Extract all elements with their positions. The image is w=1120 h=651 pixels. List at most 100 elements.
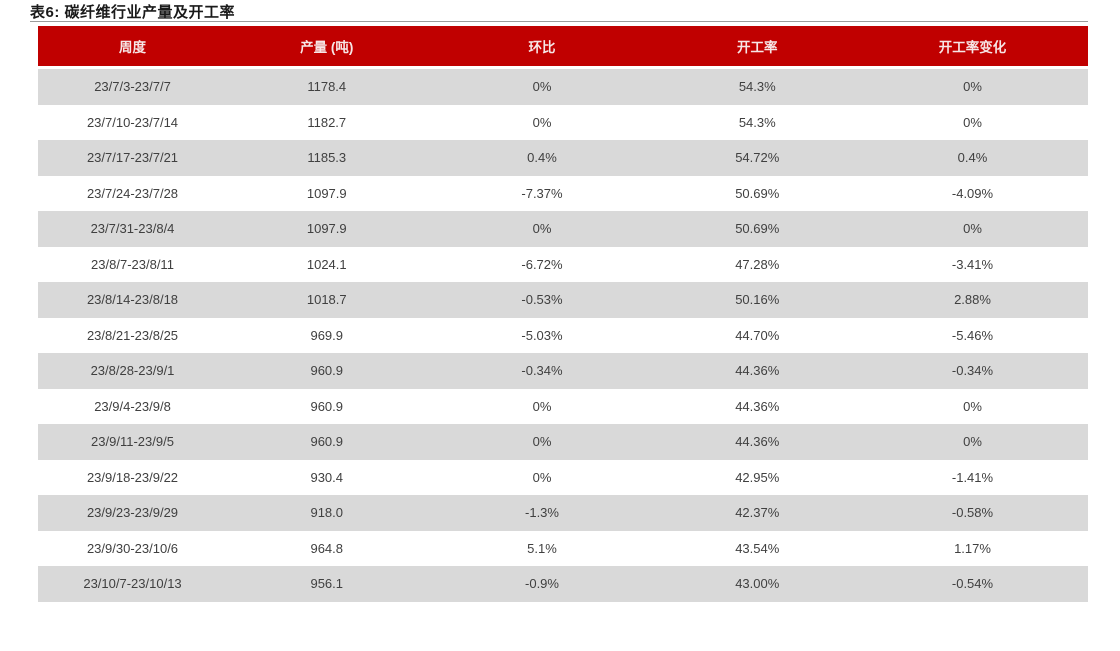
- table-cell: 23/9/23-23/9/29: [86, 505, 179, 521]
- table-cell: -7.37%: [521, 185, 563, 201]
- table-cell: 23/8/7-23/8/11: [91, 256, 174, 272]
- table-row: 23/7/3-23/7/7 1178.4 0% 54.3% 0%: [38, 69, 1088, 105]
- table-body: 23/7/3-23/7/7 1178.4 0% 54.3% 0% 23/7/10-23/7…: [38, 69, 1088, 602]
- table-cell: 1024.1: [306, 256, 347, 272]
- table-row: 23/8/21-23/8/25 969.9 -5.03% 44.70% -5.46%: [38, 317, 1088, 353]
- table-cell: 0%: [963, 114, 982, 130]
- column-header: 环比: [426, 26, 658, 69]
- table-cell: -1.3%: [525, 505, 559, 521]
- table-row: 23/9/4-23/9/8 960.9 0% 44.36% 0%: [38, 388, 1088, 424]
- table-cell: -0.9%: [525, 576, 559, 592]
- table-row: 23/8/28-23/9/1 960.9 -0.34% 44.36% -0.34%: [38, 353, 1088, 389]
- table-title: 表6: 碳纤维行业产量及开工率: [30, 4, 236, 21]
- table-cell: 960.9: [310, 398, 344, 414]
- table-header-row: 周度 产量 (吨) 环比 开工率 开工率变化: [38, 26, 1088, 69]
- table-cell: -6.72%: [521, 256, 563, 272]
- column-header: 开工率变化: [857, 26, 1088, 69]
- table-cell: 23/7/3-23/7/7: [94, 79, 171, 95]
- table-cell: 1097.9: [306, 185, 347, 201]
- table-row: 23/10/7-23/10/13 956.1 -0.9% 43.00% -0.54%: [38, 566, 1088, 602]
- table-cell: 0%: [532, 469, 552, 485]
- table-cell: -1.41%: [951, 469, 994, 485]
- table-cell: 5.1%: [527, 540, 557, 556]
- table-cell: 0%: [963, 434, 982, 450]
- table-cell: 0%: [963, 398, 982, 414]
- table-cell: 44.70%: [735, 327, 780, 343]
- table-cell: 0%: [532, 114, 552, 130]
- title-underline: [30, 21, 1088, 22]
- table-cell: 23/8/21-23/8/25: [86, 327, 179, 343]
- table-cell: 42.95%: [735, 469, 780, 485]
- table-row: 23/8/14-23/8/18 1018.7 -0.53% 50.16% 2.88%: [38, 282, 1088, 318]
- table-cell: 0.4%: [957, 150, 988, 166]
- table-cell: 23/9/11-23/9/5: [91, 434, 174, 450]
- table-cell: -0.53%: [521, 292, 563, 308]
- column-header: 产量 (吨): [227, 26, 427, 69]
- table-cell: 0%: [963, 221, 982, 237]
- column-header: 周度: [38, 26, 227, 69]
- table-cell: 960.9: [310, 363, 344, 379]
- table-cell: -0.34%: [521, 363, 563, 379]
- table-cell: -5.03%: [521, 327, 563, 343]
- column-header: 开工率: [657, 26, 857, 69]
- table-cell: 0%: [532, 221, 552, 237]
- table-cell: 0%: [532, 398, 552, 414]
- table-row: 23/9/18-23/9/22 930.4 0% 42.95% -1.41%: [38, 459, 1088, 495]
- table-cell: 0%: [963, 79, 982, 95]
- table-cell: -5.46%: [951, 327, 994, 343]
- table-row: 23/9/30-23/10/6 964.8 5.1% 43.54% 1.17%: [38, 530, 1088, 566]
- table-cell: 1018.7: [306, 292, 347, 308]
- table-cell: 50.69%: [735, 185, 780, 201]
- table-cell: 54.3%: [738, 79, 776, 95]
- table-cell: 42.37%: [735, 505, 780, 521]
- table-cell: 23/7/17-23/7/21: [86, 150, 179, 166]
- table-cell: 50.16%: [735, 292, 780, 308]
- table-cell: 43.54%: [735, 540, 780, 556]
- table-cell: 54.3%: [738, 114, 776, 130]
- table-row: 23/8/7-23/8/11 1024.1 -6.72% 47.28% -3.41%: [38, 246, 1088, 282]
- table-cell: 1.17%: [954, 540, 991, 556]
- table-cell: 54.72%: [735, 150, 780, 166]
- table-cell: 1097.9: [306, 221, 347, 237]
- table-cell: 930.4: [310, 469, 344, 485]
- table-row: 23/9/23-23/9/29 918.0 -1.3% 42.37% -0.58%: [38, 495, 1088, 531]
- carbon-fiber-production-table: 周度 产量 (吨) 环比 开工率 开工率变化 23/7/3-23/7/7 1178.4 0%…: [38, 26, 1088, 602]
- table-cell: 23/7/31-23/8/4: [90, 221, 175, 237]
- table-cell: -4.09%: [951, 185, 994, 201]
- table-row: 23/7/31-23/8/4 1097.9 0% 50.69% 0%: [38, 211, 1088, 247]
- table-row: 23/7/24-23/7/28 1097.9 -7.37% 50.69% -4.09%: [38, 175, 1088, 211]
- table-cell: 23/7/10-23/7/14: [86, 114, 179, 130]
- table-cell: -3.41%: [951, 256, 994, 272]
- table-cell: 0.4%: [527, 150, 557, 166]
- table-row: 23/7/17-23/7/21 1185.3 0.4% 54.72% 0.4%: [38, 140, 1088, 176]
- table-cell: 956.1: [310, 576, 344, 592]
- table-cell: 969.9: [310, 327, 344, 343]
- table-cell: 2.88%: [954, 292, 991, 308]
- table-cell: 23/10/7-23/10/13: [83, 576, 182, 592]
- table-cell: 44.36%: [735, 434, 780, 450]
- table-cell: 23/8/28-23/9/1: [90, 363, 175, 379]
- table-cell: 918.0: [310, 505, 344, 521]
- table-row: 23/9/11-23/9/5 960.9 0% 44.36% 0%: [38, 424, 1088, 460]
- table-cell: 23/9/4-23/9/8: [94, 398, 171, 414]
- table-cell: 1182.7: [307, 114, 347, 130]
- table-cell: 23/7/24-23/7/28: [86, 185, 179, 201]
- table-cell: 0%: [532, 434, 552, 450]
- table-cell: 43.00%: [735, 576, 780, 592]
- table-cell: 1178.4: [307, 79, 347, 95]
- table-cell: 23/8/14-23/8/18: [86, 292, 179, 308]
- table-cell: -0.34%: [951, 363, 994, 379]
- table-header: 周度 产量 (吨) 环比 开工率 开工率变化: [38, 26, 1088, 69]
- table-cell: 50.69%: [735, 221, 780, 237]
- table-cell: 1185.3: [307, 150, 347, 166]
- table-row: 23/7/10-23/7/14 1182.7 0% 54.3% 0%: [38, 104, 1088, 140]
- table-cell: 47.28%: [735, 256, 780, 272]
- table-cell: 23/9/30-23/10/6: [86, 540, 179, 556]
- table-cell: 960.9: [310, 434, 344, 450]
- table-cell: -0.54%: [951, 576, 994, 592]
- table-cell: 0%: [532, 79, 552, 95]
- table-cell: -0.58%: [951, 505, 994, 521]
- table-cell: 44.36%: [735, 363, 780, 379]
- table-cell: 23/9/18-23/9/22: [86, 469, 179, 485]
